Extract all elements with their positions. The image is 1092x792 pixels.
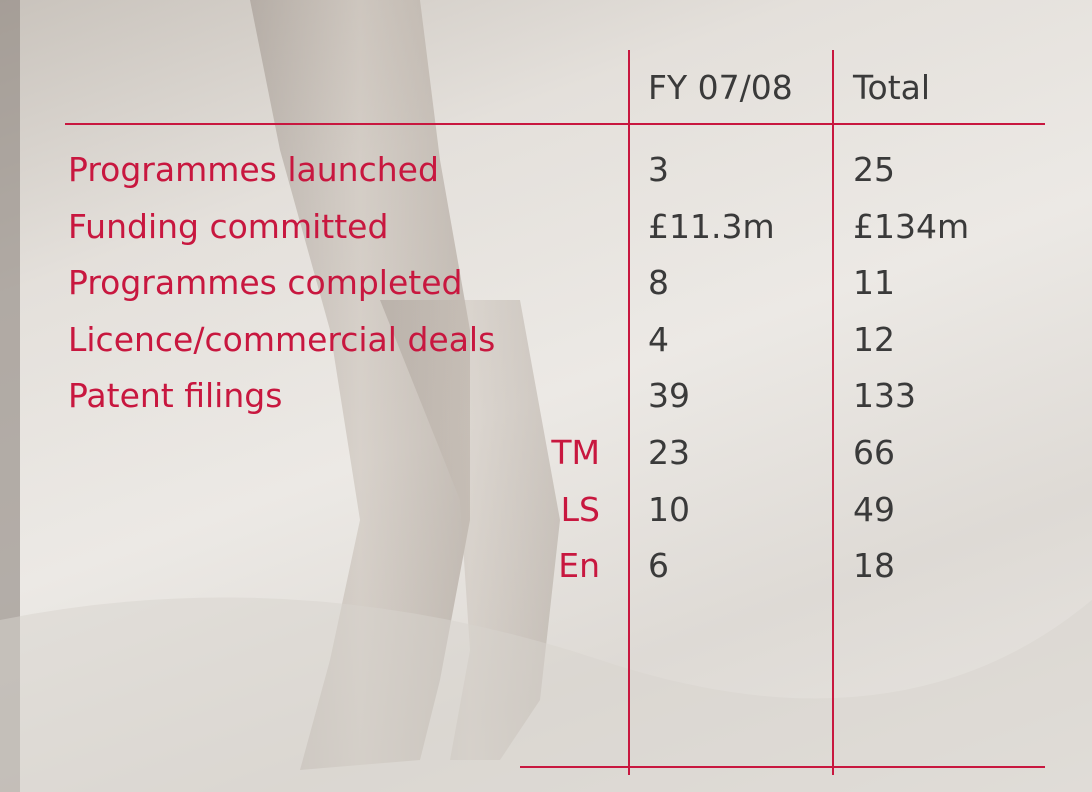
cell: 25 (853, 150, 895, 189)
cell: 10 (648, 489, 690, 529)
column-header: FY 07/08 (648, 68, 793, 107)
cell: 66 (853, 433, 895, 472)
sub-row-label: En (558, 546, 600, 586)
row-label: Programmes launched (68, 150, 439, 189)
row-label: Programmes completed (68, 263, 463, 303)
header-rule (65, 123, 1045, 125)
column-header: Total (853, 68, 931, 107)
cell: 8 (648, 263, 669, 303)
cell: 6 (648, 546, 669, 586)
cell: 49 (853, 489, 895, 529)
cell: 23 (648, 433, 690, 472)
cell: 12 (853, 319, 895, 359)
column-rule (628, 50, 630, 775)
cell: £134m (853, 206, 970, 246)
cell: 4 (648, 319, 669, 359)
column-rule (832, 50, 834, 775)
cell: 18 (853, 546, 895, 586)
cell: 3 (648, 150, 669, 189)
cell: 39 (648, 376, 690, 416)
sub-row-label: TM (551, 433, 600, 472)
row-label: Licence/commercial deals (68, 319, 496, 359)
row-label: Funding committed (68, 206, 389, 246)
cell: £11.3m (648, 206, 775, 246)
row-label: Patent filings (68, 376, 283, 416)
cell: 11 (853, 263, 895, 303)
bottom-rule (520, 766, 1045, 768)
cell: 133 (853, 376, 916, 416)
sub-row-label: LS (560, 489, 600, 529)
